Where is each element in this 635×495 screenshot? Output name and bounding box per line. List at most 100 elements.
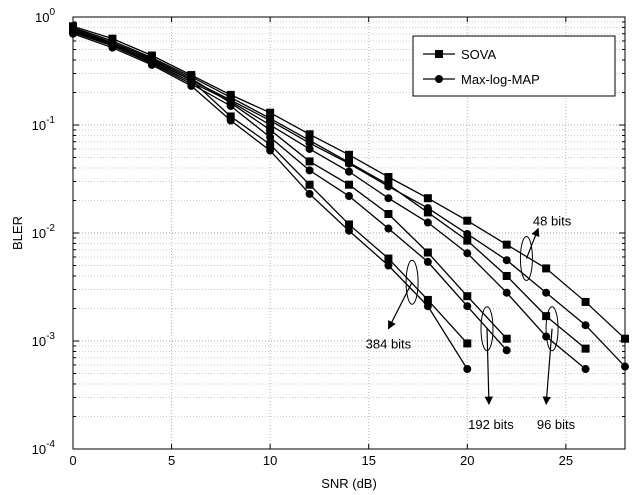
y-tick-exponent: -1 bbox=[46, 115, 55, 126]
square-marker bbox=[266, 114, 275, 123]
square-marker bbox=[542, 264, 551, 273]
circle-marker bbox=[423, 302, 432, 311]
y-tick-exponent: -3 bbox=[46, 331, 55, 342]
circle-marker bbox=[502, 346, 511, 355]
circle-marker bbox=[384, 194, 393, 203]
circle-marker bbox=[345, 167, 353, 176]
circle-marker bbox=[266, 146, 275, 155]
annotation-label: 96 bits bbox=[537, 417, 576, 432]
square-marker bbox=[435, 50, 443, 58]
square-marker bbox=[266, 125, 275, 134]
x-tick-label: 15 bbox=[361, 453, 375, 468]
y-tick-base: 10 bbox=[32, 334, 46, 349]
annotation-label: 384 bits bbox=[366, 336, 412, 351]
circle-marker bbox=[187, 81, 196, 90]
square-marker bbox=[502, 240, 511, 249]
series-line bbox=[72, 30, 586, 370]
square-marker bbox=[423, 248, 432, 257]
y-tick-label: 10-3 bbox=[32, 331, 56, 349]
x-tick-label: 25 bbox=[559, 453, 573, 468]
square-marker bbox=[384, 180, 393, 189]
legend-item-max-log-map: Max-log-MAP bbox=[423, 72, 540, 87]
square-marker bbox=[463, 216, 472, 225]
square-marker bbox=[305, 136, 314, 145]
x-axis-label: SNR (dB) bbox=[321, 476, 377, 491]
circle-marker bbox=[345, 192, 353, 201]
annotation-ellipse bbox=[519, 236, 533, 282]
circle-marker bbox=[542, 288, 551, 297]
x-tick-label: 0 bbox=[69, 453, 76, 468]
series-384-bits-max-log-map bbox=[69, 29, 472, 374]
annotation-arrow bbox=[542, 328, 553, 406]
square-marker bbox=[345, 220, 353, 229]
circle-marker bbox=[463, 249, 472, 258]
square-marker bbox=[345, 180, 353, 189]
square-marker bbox=[463, 292, 472, 301]
circle-marker bbox=[581, 321, 590, 330]
circle-marker bbox=[463, 302, 472, 311]
square-marker bbox=[423, 295, 432, 304]
y-tick-base: 10 bbox=[32, 118, 46, 133]
series-line bbox=[72, 28, 508, 340]
circle-marker bbox=[384, 224, 393, 233]
circle-marker bbox=[305, 166, 314, 175]
series-line bbox=[72, 31, 508, 351]
y-axis-label: BLER bbox=[10, 216, 25, 250]
series-line bbox=[72, 33, 468, 370]
circle-marker bbox=[226, 116, 235, 125]
legend-item-sova: SOVA bbox=[423, 47, 496, 62]
y-tick-label: 10-1 bbox=[32, 115, 56, 133]
square-marker bbox=[542, 312, 551, 321]
circle-marker bbox=[147, 60, 156, 69]
square-marker bbox=[581, 297, 590, 306]
circle-marker bbox=[266, 133, 275, 142]
y-tick-exponent: -2 bbox=[46, 223, 55, 234]
series-384-bits-sova bbox=[69, 25, 472, 348]
legend-label: Max-log-MAP bbox=[461, 72, 540, 87]
square-marker bbox=[423, 194, 432, 203]
y-tick-exponent: -4 bbox=[46, 439, 55, 450]
legend-label: SOVA bbox=[461, 47, 496, 62]
circle-marker bbox=[581, 365, 590, 374]
x-tick-label: 20 bbox=[460, 453, 474, 468]
circle-marker bbox=[226, 101, 235, 110]
y-tick-label: 100 bbox=[35, 7, 55, 25]
annotation-label: 192 bits bbox=[468, 417, 514, 432]
square-marker bbox=[463, 339, 472, 348]
square-marker bbox=[305, 180, 314, 189]
annotation-arrow bbox=[387, 281, 413, 330]
annotation-48-bits: 48 bits bbox=[519, 214, 572, 282]
series-line bbox=[72, 26, 586, 350]
square-marker bbox=[305, 130, 314, 139]
y-tick-exponent: 0 bbox=[49, 7, 55, 18]
square-marker bbox=[384, 173, 393, 182]
square-marker bbox=[266, 140, 275, 149]
circle-marker bbox=[463, 229, 472, 238]
annotation-384-bits: 384 bits bbox=[366, 259, 419, 351]
x-tick-label: 10 bbox=[263, 453, 277, 468]
annotations-group: 48 bits 96 bits 192 bits 384 bits bbox=[366, 214, 576, 432]
circle-marker bbox=[463, 365, 472, 374]
square-marker bbox=[226, 112, 235, 121]
square-marker bbox=[423, 208, 432, 217]
square-marker bbox=[187, 76, 196, 85]
circle-marker bbox=[502, 288, 511, 297]
legend-box bbox=[412, 35, 616, 97]
circle-marker bbox=[423, 257, 432, 266]
square-marker bbox=[384, 254, 393, 263]
y-tick-label: 10-4 bbox=[32, 439, 56, 457]
annotation-ellipse bbox=[545, 306, 559, 352]
y-tick-base: 10 bbox=[35, 10, 49, 25]
circle-marker bbox=[305, 189, 314, 198]
y-tick-base: 10 bbox=[32, 442, 46, 457]
annotation-label: 48 bits bbox=[533, 214, 572, 229]
legend: SOVA Max-log-MAP bbox=[412, 35, 616, 97]
square-marker bbox=[266, 108, 275, 117]
circle-marker bbox=[305, 144, 314, 153]
x-tick-label: 5 bbox=[168, 453, 175, 468]
series-group bbox=[69, 22, 629, 374]
square-marker bbox=[345, 150, 353, 159]
circle-marker bbox=[345, 226, 353, 235]
